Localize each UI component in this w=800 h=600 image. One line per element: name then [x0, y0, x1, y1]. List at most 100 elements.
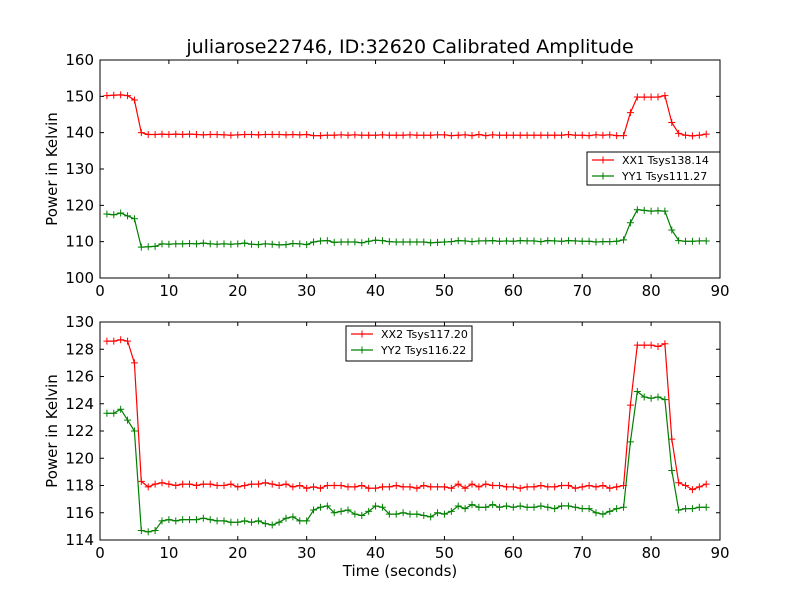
data-point	[516, 502, 524, 510]
data-point	[358, 482, 366, 489]
data-point	[117, 91, 125, 99]
data-point	[303, 130, 311, 138]
data-point	[385, 238, 393, 246]
legend-entry: YY1 Tsys111.27	[592, 170, 707, 183]
x-tick-label: 80	[642, 544, 661, 562]
data-point	[151, 526, 159, 534]
data-point	[592, 238, 600, 246]
data-point	[365, 484, 373, 492]
legend-marker	[358, 330, 366, 338]
data-point	[502, 131, 510, 139]
data-point	[248, 480, 256, 488]
x-tick-label: 0	[95, 282, 105, 300]
data-point	[241, 130, 249, 138]
data-point	[220, 131, 228, 139]
data-point	[482, 503, 490, 511]
data-point	[413, 131, 421, 139]
legend-label: YY1 Tsys111.27	[621, 170, 707, 183]
data-point	[420, 131, 428, 139]
data-point	[296, 482, 304, 489]
data-point	[378, 131, 386, 139]
data-point	[434, 238, 442, 246]
data-point	[186, 239, 194, 247]
data-point	[124, 92, 132, 100]
data-point	[289, 483, 297, 491]
data-point	[296, 131, 304, 139]
y-tick-label: 120	[65, 196, 94, 214]
data-point	[675, 479, 683, 487]
data-point	[523, 483, 531, 491]
data-point	[186, 480, 194, 488]
data-point	[282, 131, 290, 139]
data-point	[509, 237, 517, 245]
data-point	[103, 92, 111, 100]
data-point	[447, 132, 455, 140]
x-tick-label: 40	[366, 544, 385, 562]
data-point	[454, 480, 462, 488]
y-axis-label: Power in Kelvin	[43, 374, 61, 488]
data-point	[640, 206, 648, 214]
data-point	[323, 237, 331, 245]
data-point	[365, 237, 373, 245]
data-point	[296, 517, 304, 525]
data-point	[702, 503, 710, 511]
x-tick-label: 20	[228, 544, 247, 562]
data-point	[330, 131, 338, 139]
data-point	[103, 409, 111, 417]
data-point	[633, 387, 641, 395]
data-point	[130, 96, 138, 104]
data-point	[585, 237, 593, 245]
data-point	[440, 483, 448, 491]
data-point	[406, 510, 414, 518]
data-point	[254, 241, 262, 249]
y-tick-label: 120	[65, 449, 94, 467]
data-point	[530, 483, 538, 491]
data-point	[351, 131, 359, 139]
data-point	[275, 518, 283, 526]
data-point	[537, 502, 545, 510]
data-point	[165, 516, 173, 524]
data-point	[647, 394, 655, 402]
data-point	[551, 131, 559, 139]
data-point	[186, 130, 194, 138]
data-point	[434, 483, 442, 491]
data-point	[137, 243, 145, 251]
data-point	[509, 131, 517, 139]
data-point	[544, 131, 552, 139]
data-point	[516, 131, 524, 139]
data-point	[130, 427, 138, 435]
legend-box	[345, 325, 473, 362]
data-point	[461, 237, 469, 245]
data-point	[351, 238, 359, 246]
data-point	[578, 483, 586, 491]
data-point	[571, 131, 579, 139]
data-point	[530, 503, 538, 511]
data-point	[661, 340, 669, 348]
x-tick-label: 70	[573, 282, 592, 300]
data-point	[372, 502, 380, 510]
data-point	[537, 238, 545, 246]
data-point	[358, 511, 366, 519]
data-point	[626, 438, 634, 446]
data-point	[558, 237, 566, 245]
data-point	[516, 484, 524, 492]
data-point	[124, 416, 132, 424]
data-point	[406, 238, 414, 246]
data-point	[241, 482, 249, 489]
data-point	[165, 240, 173, 248]
data-point	[378, 237, 386, 245]
legend-label: YY2 Tsys116.22	[380, 344, 466, 357]
data-point	[192, 482, 200, 489]
data-point	[427, 239, 435, 247]
x-tick-label: 30	[297, 282, 316, 300]
data-point	[633, 93, 641, 101]
data-point	[310, 132, 318, 140]
data-point	[248, 130, 256, 138]
data-point	[502, 502, 510, 510]
data-point	[695, 131, 703, 139]
data-point	[261, 520, 269, 528]
data-point	[427, 513, 435, 521]
legend: XX2 Tsys117.20 YY2 Tsys116.22	[345, 325, 473, 362]
data-point	[365, 131, 373, 139]
x-tick-label: 50	[435, 544, 454, 562]
